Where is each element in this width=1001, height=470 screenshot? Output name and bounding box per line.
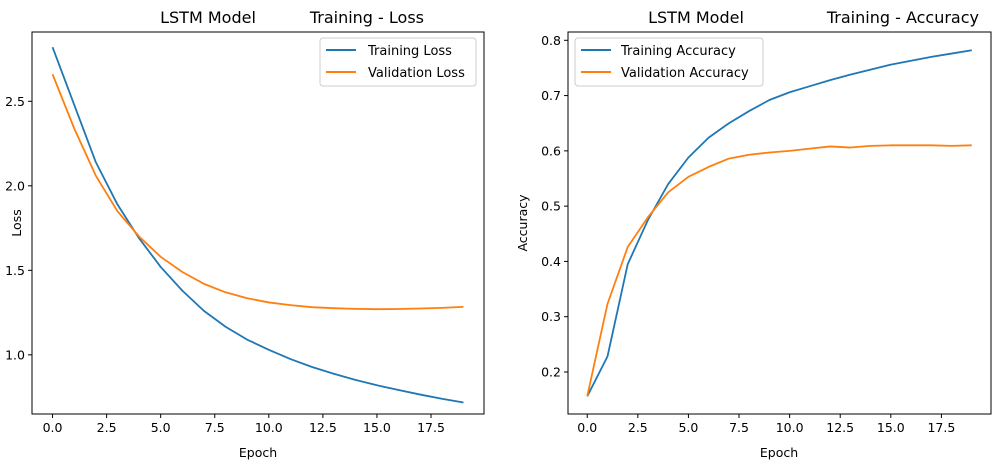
- loss-title-left: LSTM Model: [160, 8, 256, 27]
- accuracy-x-tick-label: 17.5: [927, 420, 955, 435]
- accuracy-x-tick-label: 0.0: [577, 420, 597, 435]
- accuracy-x-tick-label: 15.0: [877, 420, 905, 435]
- accuracy-x-tick-label: 10.0: [776, 420, 804, 435]
- loss-x-tick-label: 12.5: [309, 420, 337, 435]
- accuracy-y-tick-label: 0.7: [541, 88, 561, 103]
- loss-x-tick-label: 7.5: [205, 420, 225, 435]
- accuracy-y-tick-label: 0.5: [541, 199, 561, 214]
- accuracy-y-tick-label: 0.2: [541, 364, 561, 379]
- loss-x-tick-label: 0.0: [43, 420, 63, 435]
- series-line-validation-loss: [51, 73, 464, 311]
- accuracy-legend: Training Accuracy Validation Accuracy: [574, 37, 764, 87]
- loss-x-tick-label: 10.0: [255, 420, 283, 435]
- accuracy-axes-frame: [567, 31, 992, 415]
- loss-x-tick-label: 17.5: [417, 420, 445, 435]
- loss-y-tick-label: 2.5: [5, 94, 25, 109]
- loss-axes-frame: [31, 31, 485, 415]
- accuracy-y-tick-label: 0.4: [541, 254, 561, 269]
- accuracy-x-tick-label: 12.5: [826, 420, 854, 435]
- series-line-training-loss: [51, 46, 464, 404]
- accuracy-y-tick-label: 0.8: [541, 33, 561, 48]
- accuracy-plot-area: 0.0 2.5 5.0 7.5 10.0 12.5 15.0 17.5 0.2 0.3 0.4 0.5…: [541, 33, 972, 435]
- series-line-training-accuracy: [586, 49, 972, 397]
- loss-legend: Training Loss Validation Loss: [319, 37, 477, 87]
- legend-label-validation-loss: Validation Loss: [368, 66, 465, 81]
- legend-label-validation-accuracy: Validation Accuracy: [621, 66, 749, 81]
- accuracy-x-axis-label: Epoch: [760, 445, 798, 460]
- accuracy-title-right: Training - Accuracy: [826, 8, 979, 27]
- accuracy-x-tick-label: 5.0: [678, 420, 698, 435]
- accuracy-y-axis-label: Accuracy: [515, 194, 530, 252]
- loss-x-tick-label: 2.5: [97, 420, 117, 435]
- loss-x-tick-label: 15.0: [363, 420, 391, 435]
- loss-y-axis-label: Loss: [9, 209, 24, 236]
- loss-x-axis-label: Epoch: [239, 445, 277, 460]
- accuracy-y-tick-label: 0.3: [541, 309, 561, 324]
- accuracy-chart: LSTM Model Training - Accuracy 0.0 2.5 5.0…: [515, 8, 992, 460]
- loss-legend-box: [319, 37, 477, 87]
- loss-title-right: Training - Loss: [309, 8, 424, 27]
- accuracy-x-tick-label: 2.5: [628, 420, 648, 435]
- loss-chart: LSTM Model Training - Loss 0.0 2.5 5.0 7.5 1…: [5, 8, 485, 460]
- loss-x-tick-label: 5.0: [151, 420, 171, 435]
- accuracy-y-tick-label: 0.6: [541, 143, 561, 158]
- loss-y-tick-label: 1.5: [5, 263, 25, 278]
- loss-y-tick-label: 1.0: [5, 347, 25, 362]
- legend-label-training-loss: Training Loss: [367, 44, 452, 59]
- loss-y-tick-label: 2.0: [5, 178, 25, 193]
- series-line-validation-accuracy: [586, 144, 972, 397]
- loss-plot-area: 0.0 2.5 5.0 7.5 10.0 12.5 15.0 17.5 1.0 1.5 2.0 2.5: [5, 46, 464, 435]
- accuracy-legend-box: [574, 37, 764, 87]
- legend-label-training-accuracy: Training Accuracy: [620, 44, 736, 59]
- accuracy-title-left: LSTM Model: [648, 8, 744, 27]
- accuracy-x-tick-label: 7.5: [729, 420, 749, 435]
